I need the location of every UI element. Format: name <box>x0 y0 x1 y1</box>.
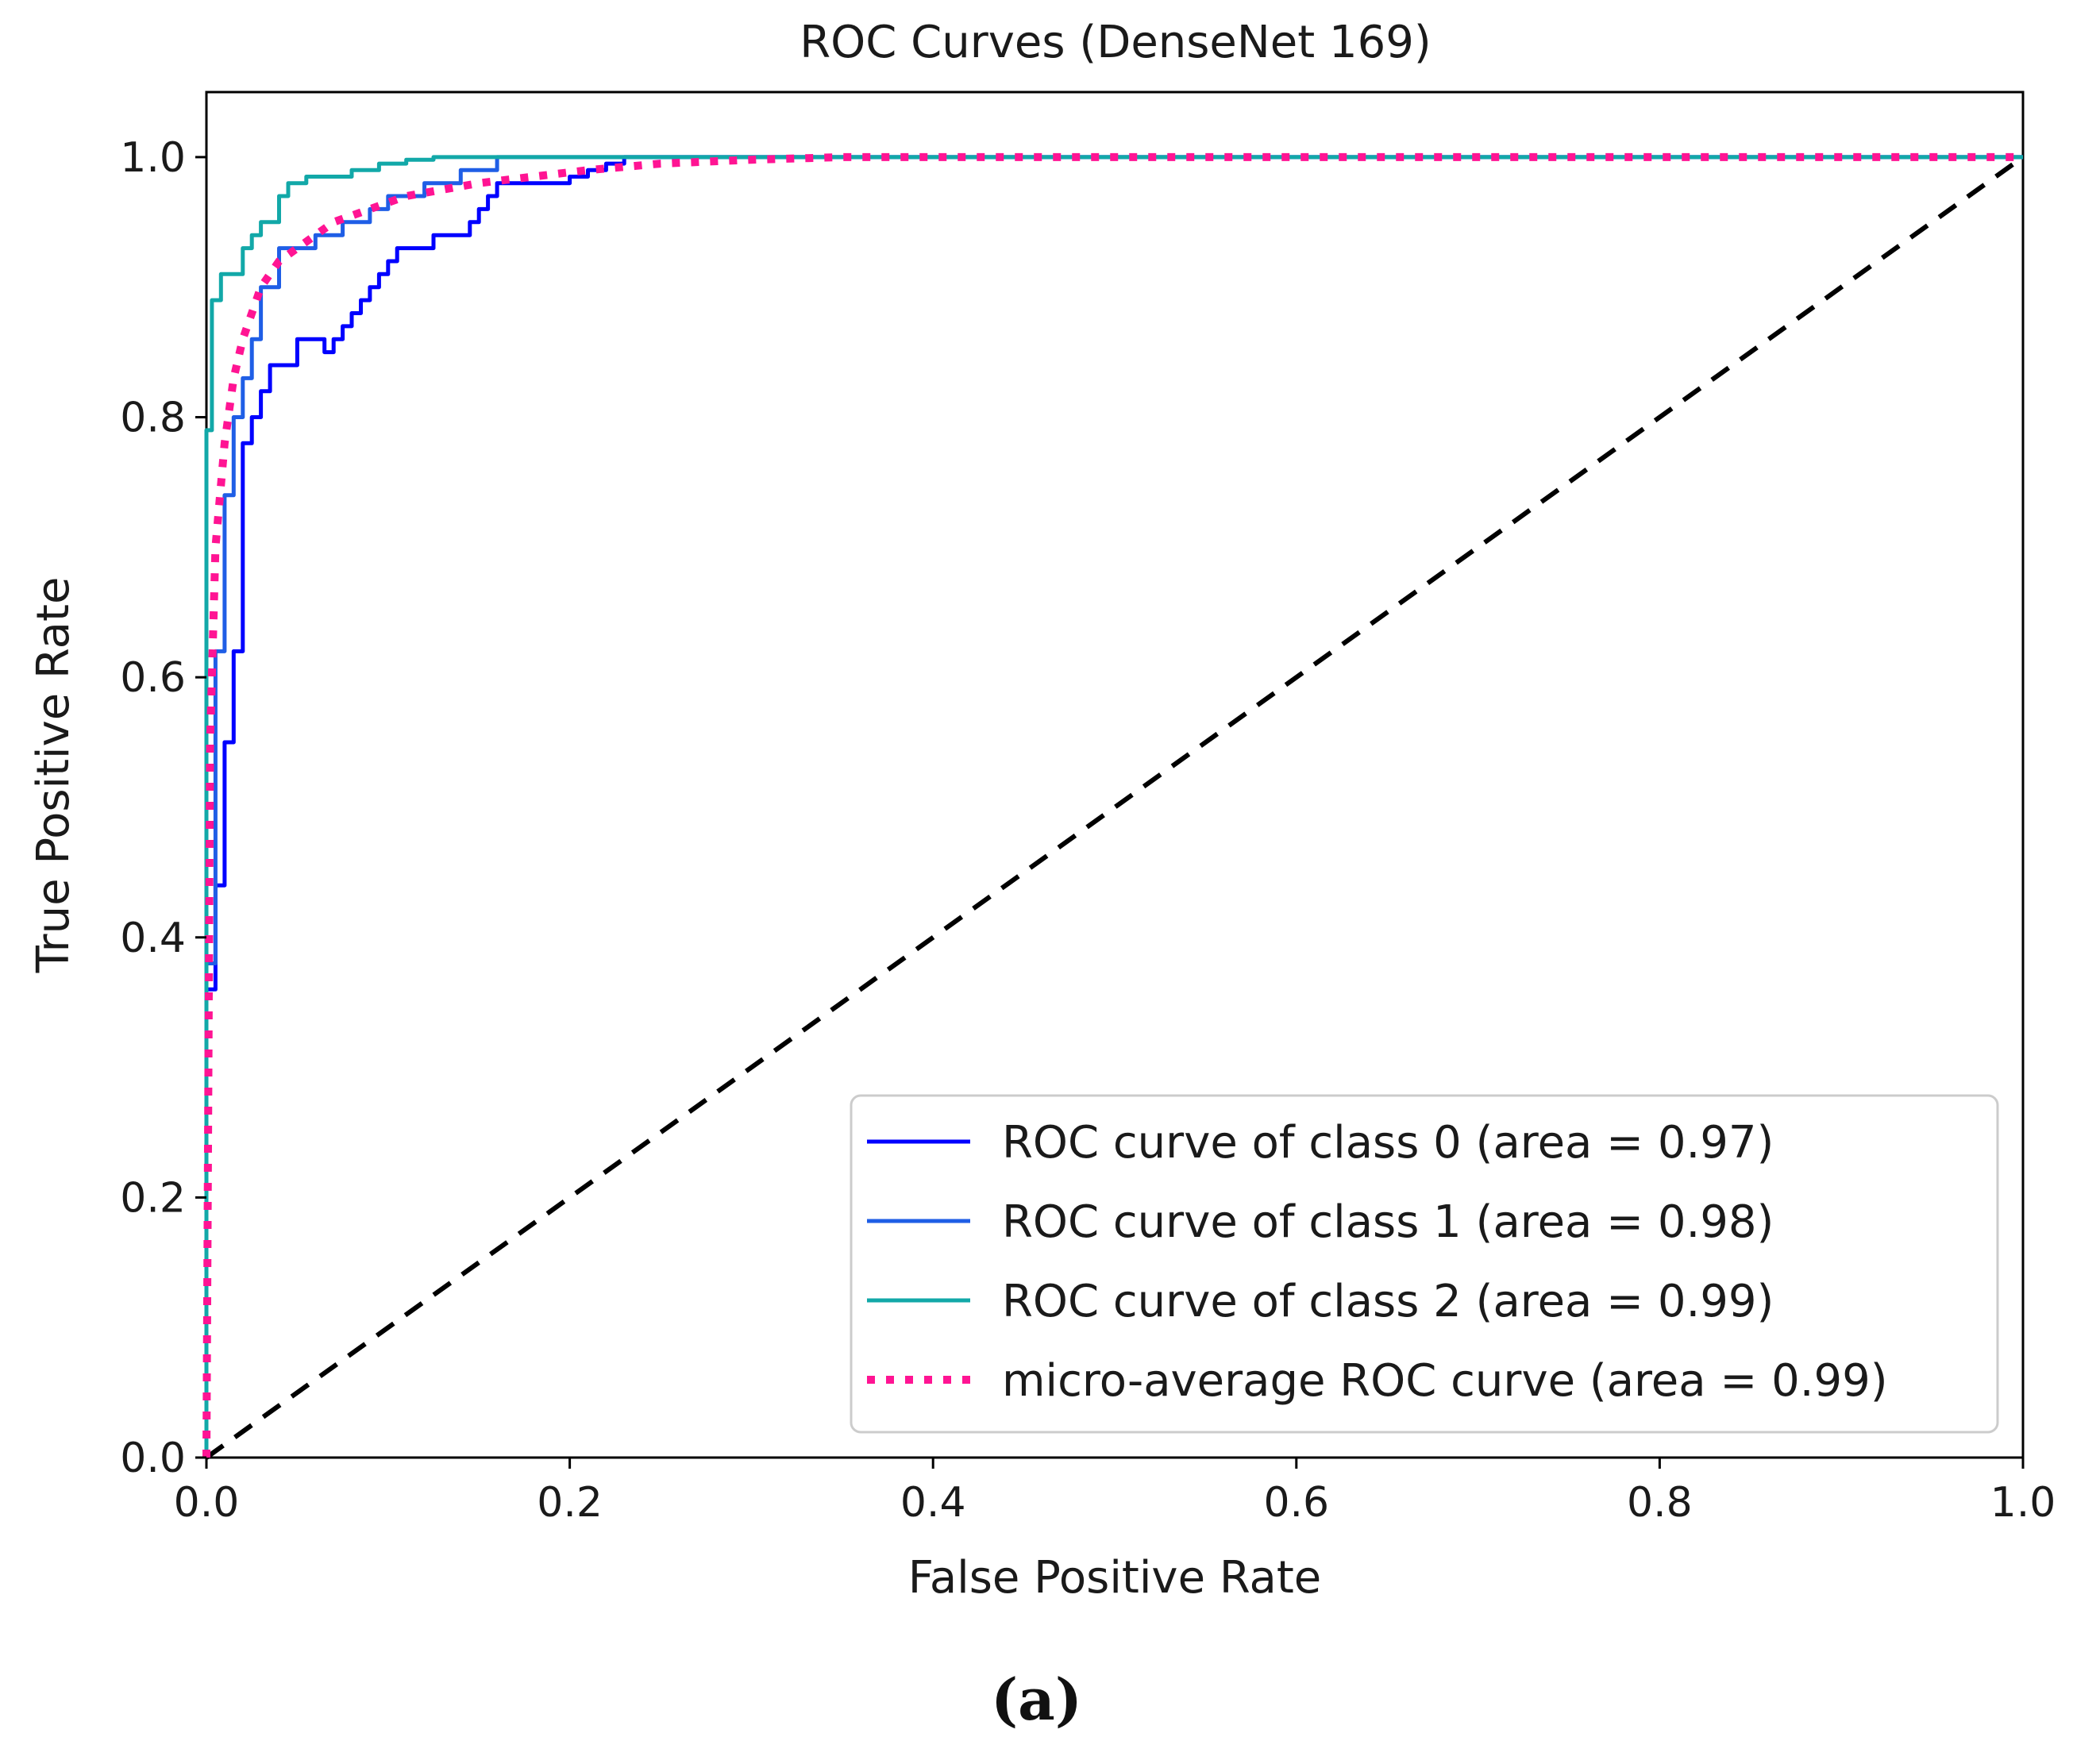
series-line-class-0 <box>204 155 2023 1458</box>
legend-label: ROC curve of class 1 (area = 0.98) <box>1002 1196 1774 1248</box>
y-tick-label: 0.4 <box>120 915 186 962</box>
y-axis-label: True Positive Rate <box>28 577 79 974</box>
y-tick-label: 0.8 <box>120 395 186 442</box>
x-axis: 0.0 0.2 0.4 0.6 0.8 1.0 <box>174 1458 2056 1527</box>
chart-title: ROC Curves (DenseNet 169) <box>800 17 1431 68</box>
x-tick-label: 1.0 <box>1990 1479 2056 1527</box>
legend: ROC curve of class 0 (area = 0.97) ROC cu… <box>850 1094 1999 1434</box>
series-line-class-1 <box>204 155 2023 1458</box>
legend-label: micro-average ROC curve (area = 0.99) <box>1002 1355 1888 1407</box>
series-line-micro-average <box>202 152 2023 1458</box>
figure-caption: (a) <box>991 1666 1082 1733</box>
series-line-chance <box>205 155 2025 1460</box>
y-tick-label: 0.6 <box>120 654 186 702</box>
curves-layer <box>202 152 2025 1460</box>
series-line-class-2 <box>204 155 2023 1458</box>
y-axis: 0.0 0.2 0.4 0.6 0.8 1.0 <box>120 134 206 1482</box>
x-axis-label: False Positive Rate <box>908 1552 1321 1604</box>
x-tick-label: 0.0 <box>174 1479 240 1527</box>
x-tick-label: 0.8 <box>1627 1479 1693 1527</box>
x-tick-label: 0.2 <box>537 1479 603 1527</box>
y-tick-label: 0.2 <box>120 1174 186 1222</box>
x-tick-label: 0.6 <box>1263 1479 1329 1527</box>
legend-label: ROC curve of class 0 (area = 0.97) <box>1002 1117 1774 1169</box>
y-tick-label: 0.0 <box>120 1435 186 1482</box>
legend-label: ROC curve of class 2 (area = 0.99) <box>1002 1276 1774 1327</box>
x-tick-label: 0.4 <box>900 1479 966 1527</box>
legend-frame <box>850 1094 1999 1434</box>
y-tick-label: 1.0 <box>120 134 186 182</box>
